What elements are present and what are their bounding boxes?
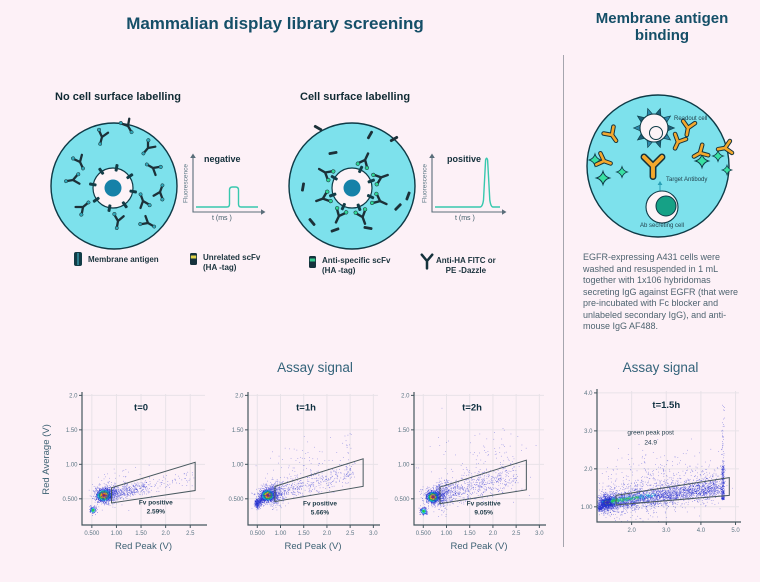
heading-no-cell-surface-labelling: No cell surface labelling: [55, 91, 181, 103]
membrane-antigen-icon: [330, 174, 338, 181]
af488-star-icon: [615, 165, 629, 179]
antibody-icon: [152, 183, 165, 202]
membrane-antigen-icon: [107, 204, 112, 212]
legend-anti-ha-fitc: Anti-HA FITC or PE -Dazzle: [436, 256, 496, 275]
target-antibody-icon: [672, 131, 689, 151]
unrelated-scfv-icon: [366, 130, 374, 140]
membrane-antigen-icon: [366, 194, 375, 200]
right-section-title: Membrane antigen binding: [595, 10, 729, 44]
ab-secreting-cell-label: Ab secreting cell: [639, 223, 685, 229]
antibody-icon: [355, 152, 370, 170]
fluorescence-axis-label: Fluorescence: [182, 163, 190, 204]
unrelated-scfv-icon: [363, 225, 373, 231]
membrane-antigen-icon: [358, 165, 364, 174]
section-divider: [563, 55, 564, 547]
readout-cell: [632, 107, 676, 149]
membrane-antigen-icon: [89, 182, 97, 187]
binding-droplet: [586, 94, 730, 238]
af488-star-icon: [594, 169, 612, 187]
antibody-icon: [353, 207, 368, 225]
assay-signal-title-left: Assay signal: [277, 360, 353, 375]
membrane-antigen-icon: [114, 164, 119, 172]
antibody-icon: [74, 200, 91, 217]
experiment-description: EGFR-expressing A431 cells were washed a…: [583, 252, 739, 331]
target-antibody-icon: [601, 124, 619, 144]
fluorescence-axis-label: Fluorescence: [421, 163, 429, 204]
target-antibody-label: Target Antibody: [666, 177, 708, 183]
readout-cell-label: Readout cell: [674, 116, 708, 122]
time-axis-label: t (ms ): [212, 215, 232, 222]
antibody-icon: [315, 189, 333, 204]
unrelated-scfv-icon: [405, 191, 411, 201]
target-antibody-icon: [640, 153, 666, 180]
cell-nucleus: [343, 179, 361, 197]
antibody-icon: [64, 172, 81, 185]
unrelated-scfv-icon: [389, 135, 399, 143]
unrelated-scfv-icon: [394, 203, 402, 211]
time-axis-label: t (ms ): [455, 215, 475, 222]
negative-signal-label: negative: [204, 154, 241, 164]
antibody-icon: [71, 153, 85, 171]
left-section-title: Mammalian display library screening: [126, 14, 424, 33]
antibody-icon: [141, 138, 157, 156]
af488-star-icon: [711, 149, 725, 163]
antibody-icon: [112, 212, 125, 230]
membrane-antigen-icon: [129, 189, 137, 194]
antibody-icon: [370, 191, 388, 206]
cell-nucleus: [104, 179, 122, 197]
membrane-antigen-icon: [98, 167, 105, 175]
positive-signal-plot: [429, 153, 507, 215]
membrane-antigen-icon: [92, 196, 100, 203]
unrelated-scfv-icon: [190, 253, 197, 265]
antibody-icon: [138, 214, 157, 229]
af488-star-icon: [720, 163, 734, 177]
unrelated-scfv-icon: [300, 182, 306, 192]
membrane-antigen-icon: [340, 202, 346, 211]
ab-secreting-cell: [645, 190, 679, 224]
target-antibody-icon: [715, 138, 735, 156]
positive-signal-label: positive: [447, 154, 482, 164]
legend-unrelated-scfv: Unrelated scFv (HA -tag): [203, 253, 261, 272]
antibody-icon: [334, 206, 349, 224]
membrane-antigen-icon: [121, 201, 128, 209]
membrane-antigen-icon: [367, 178, 376, 184]
unrelated-scfv-icon: [330, 227, 340, 233]
af488-star-icon: [693, 152, 711, 170]
anti-specific-scfv-icon: [309, 256, 316, 268]
antibody-icon: [317, 167, 336, 183]
membrane-antigen-icon: [328, 192, 337, 198]
legend-membrane-antigen: Membrane antigen: [88, 255, 159, 264]
scatter-plot-t0: [40, 388, 212, 560]
scatter-plot-t2h: [386, 388, 558, 560]
assay-signal-title-right: Assay signal: [622, 360, 699, 375]
scatter-plot-t1h: [213, 388, 385, 560]
target-antibody-icon: [691, 142, 711, 159]
target-antibody-icon: [594, 151, 613, 167]
antibody-icon: [138, 192, 152, 210]
membrane-antigen-icon: [126, 173, 134, 180]
heading-cell-surface-labelling: Cell surface labelling: [300, 91, 411, 103]
unrelated-scfv-icon: [308, 218, 316, 226]
antibody-icon: [420, 253, 434, 270]
scatter-plot-t15h: [578, 385, 756, 563]
antibody-icon: [144, 162, 163, 177]
antibody-icon: [118, 117, 134, 135]
target-antibody-icon: [680, 118, 698, 138]
antibody-icon: [97, 127, 110, 146]
membrane-antigen-icon: [74, 252, 82, 266]
negative-signal-plot: [190, 153, 266, 215]
unrelated-scfv-icon: [328, 150, 338, 156]
membrane-antigen-icon: [356, 203, 362, 212]
legend-anti-specific-scfv: Anti-specific scFv (HA -tag): [322, 256, 391, 275]
antibody-icon: [371, 172, 389, 187]
unrelated-scfv-icon: [313, 124, 323, 132]
